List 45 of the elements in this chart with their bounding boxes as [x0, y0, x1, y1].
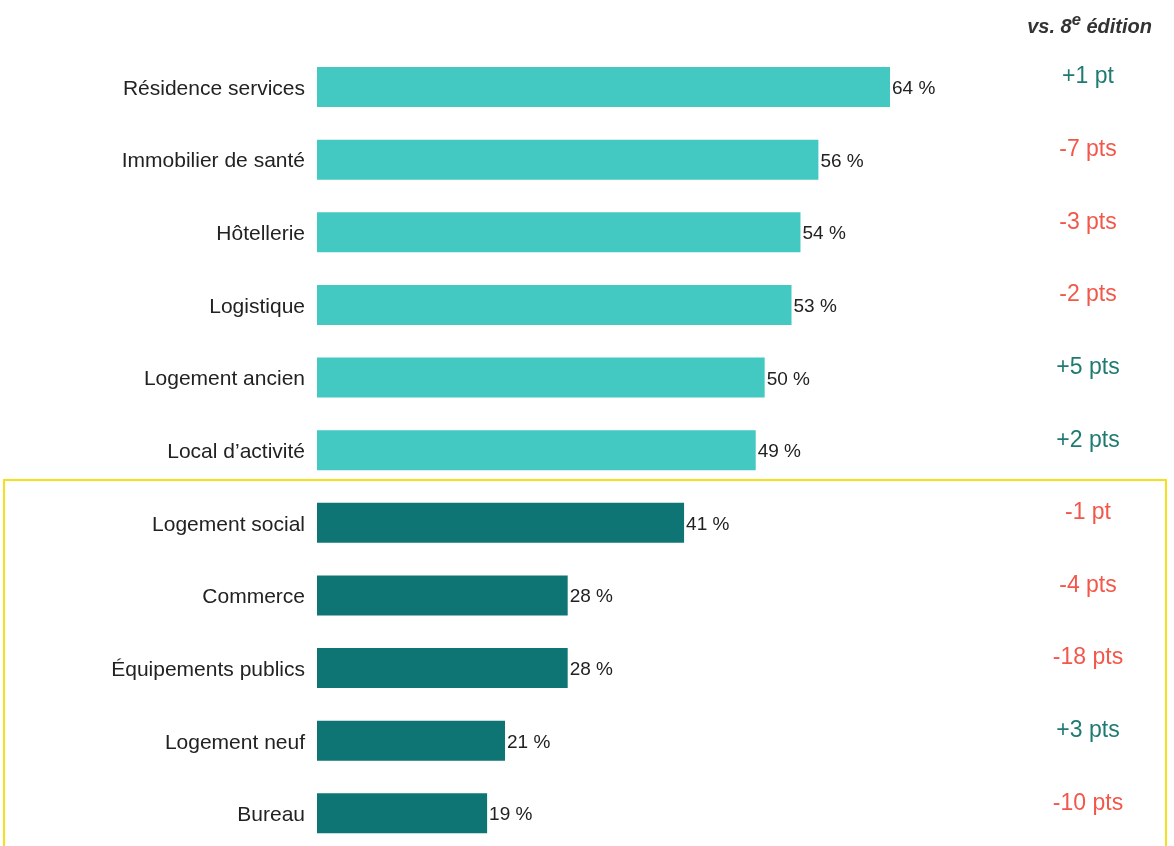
data-label: 28 %	[569, 585, 614, 607]
y-tick-label: Commerce	[202, 584, 305, 608]
bar	[317, 430, 756, 471]
data-label: 50 %	[766, 367, 811, 389]
bar	[317, 139, 819, 180]
bar	[317, 502, 685, 543]
bar	[317, 67, 890, 107]
bar	[317, 648, 568, 689]
data-label: 64 %	[892, 77, 936, 98]
text: -4 pts	[1059, 570, 1117, 597]
text: +2 pts	[1056, 425, 1120, 452]
text: +3 pts	[1056, 716, 1120, 743]
text: -7 pts	[1059, 134, 1117, 161]
data-label: 53 %	[793, 294, 837, 316]
bar	[317, 575, 568, 616]
bar	[317, 793, 488, 834]
y-tick-label: Logement social	[152, 511, 305, 535]
data-label: 19 %	[489, 803, 533, 825]
bar	[317, 284, 792, 325]
data-label: 41 %	[686, 512, 730, 534]
y-tick-label: Logistique	[209, 293, 305, 317]
text: -2 pts	[1059, 280, 1117, 307]
data-label: 56 %	[820, 149, 864, 171]
y-tick-label: Logement neuf	[164, 729, 306, 753]
y-tick-label: Équipements publics	[111, 656, 305, 680]
data-label: 28 %	[569, 658, 614, 680]
bar	[317, 720, 506, 761]
text: -18 pts	[1052, 643, 1124, 670]
y-tick-label: Logement ancien	[143, 366, 305, 390]
text: -1 pt	[1064, 498, 1112, 525]
y-tick-label: Bureau	[237, 802, 305, 826]
data-label: 54 %	[802, 222, 846, 244]
text: vs. 8$^{e}$ édition	[1027, 10, 1152, 38]
bar	[317, 212, 801, 253]
text: +1 pt	[1062, 62, 1115, 89]
data-label: 21 %	[507, 730, 551, 752]
y-tick-label: Local d’activité	[167, 438, 305, 462]
y-tick-label: Immobilier de santé	[121, 148, 305, 172]
data-label: 49 %	[757, 440, 802, 462]
y-tick-label: Résidence services	[122, 75, 305, 99]
text: +5 pts	[1056, 352, 1120, 379]
text: -3 pts	[1059, 207, 1117, 234]
bar	[317, 357, 765, 398]
text: -10 pts	[1052, 788, 1124, 815]
y-tick-label: Hôtellerie	[216, 221, 305, 245]
